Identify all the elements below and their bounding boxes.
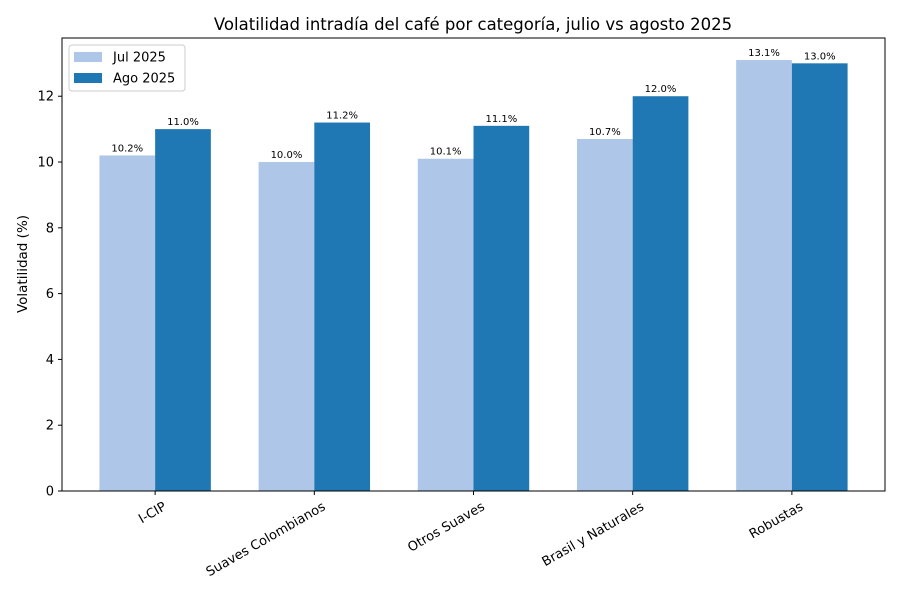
data-label: 10.7% [589,127,621,138]
data-label: 13.1% [748,48,780,59]
legend-label: Jul 2025 [112,51,166,66]
y-tick-label: 10 [37,156,54,171]
data-label: 11.1% [485,114,517,125]
bar-ago-2025 [314,122,371,491]
x-tick-label: I-CIP [136,499,169,527]
data-label: 10.0% [271,150,303,161]
legend-swatch [74,73,102,83]
y-tick-label: 4 [46,353,54,368]
bar-ago-2025 [155,129,211,492]
legend: Jul 2025 Ago 2025 [68,44,186,92]
y-tick-label: 6 [46,287,54,302]
legend-swatch [74,52,102,62]
data-label: 11.0% [167,117,199,128]
y-tick-label: 2 [46,419,54,434]
x-tick-label: Suaves Colombianos [204,499,329,580]
y-tick-label: 8 [46,221,54,236]
data-label: 13.0% [804,51,836,62]
bar-jul-2025 [576,138,633,491]
y-tick-label: 0 [46,485,54,500]
chart-title: Volatilidad intradía del café por catego… [214,15,732,34]
data-label: 10.2% [111,143,143,154]
bar-ago-2025 [632,96,689,491]
bar-ago-2025 [791,63,848,492]
bar-jul-2025 [736,60,792,492]
x-tick-label: Otros Suaves [405,499,487,555]
x-tick-label: Brasil y Naturales [540,499,647,570]
y-axis-label: Volatilidad (%) [15,215,31,313]
bar-jul-2025 [417,158,474,492]
legend-label: Ago 2025 [113,72,175,87]
y-tick-label: 12 [37,90,54,105]
data-label: 12.0% [645,84,677,95]
bar-jul-2025 [258,162,315,491]
x-tick-label: Robustas [747,499,806,542]
bar-ago-2025 [473,125,530,491]
data-label: 10.1% [430,147,462,158]
plot-frame [61,37,886,492]
bar-jul-2025 [99,155,156,491]
data-label: 11.2% [326,111,358,122]
